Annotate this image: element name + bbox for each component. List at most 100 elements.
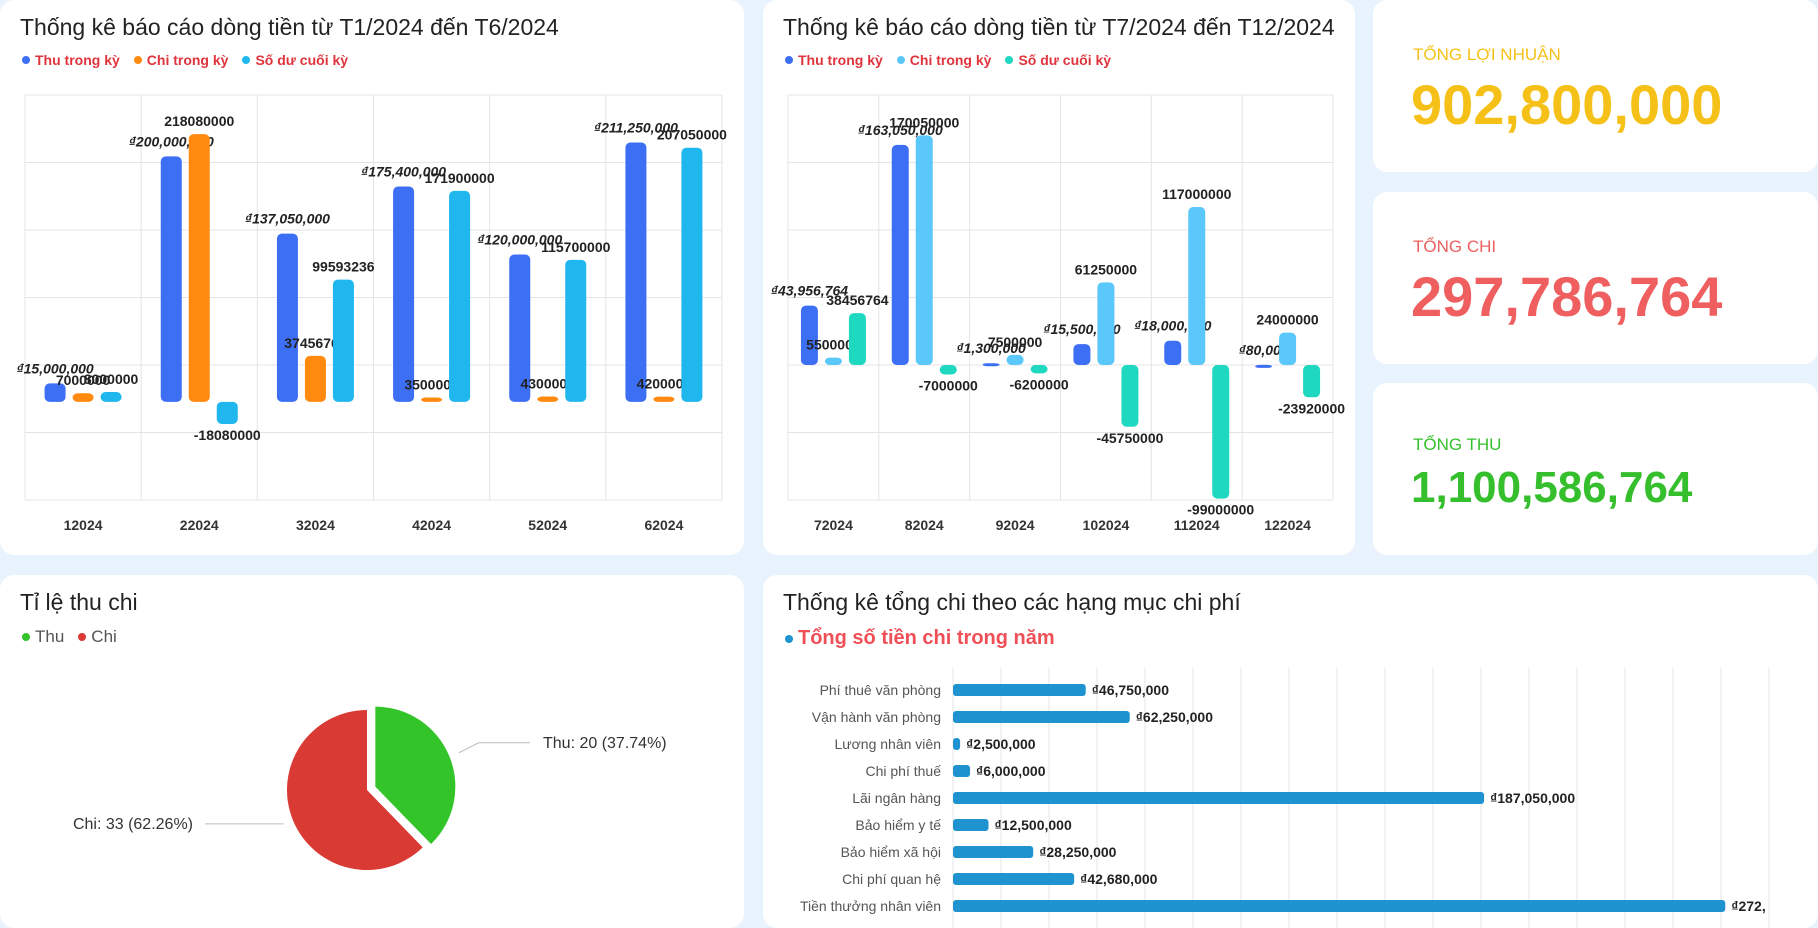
legend-dot: [78, 633, 87, 641]
bar: [625, 142, 647, 402]
y-tick-label: Bảo hiểm xã hội: [841, 844, 941, 860]
data-label: ₫175,400,000: [361, 164, 446, 180]
bar: [304, 355, 326, 402]
pie-plot: Thu: 20 (37.74%) Chi: 33 (62.26%): [73, 706, 667, 870]
bar: [953, 765, 971, 777]
chart-h1-title: Thống kê báo cáo dòng tiền từ T1/2024 đế…: [20, 14, 559, 40]
legend-label: Chi trong kỳ: [909, 52, 992, 68]
legend-dot: [785, 56, 793, 64]
bar: [891, 144, 909, 365]
y-tick-label: Tiền thưởng nhân viên: [800, 898, 941, 914]
bar: [653, 396, 675, 402]
legend-item[interactable]: Chi trong kỳ: [133, 52, 229, 68]
bar: [72, 393, 94, 402]
x-tick-label: 112024: [1174, 517, 1220, 533]
bar: [421, 397, 443, 402]
bar: [953, 900, 1726, 912]
data-label: 171900000: [425, 170, 495, 186]
legend-dot: [785, 634, 793, 643]
data-label: ₫137,050,000: [245, 211, 330, 227]
data-label: 37456764: [284, 335, 347, 351]
legend-label: Thu trong kỳ: [798, 52, 883, 68]
data-label: ₫2,500,000: [966, 736, 1036, 752]
legend-label: Thu trong kỳ: [35, 52, 120, 68]
data-label: ₫15,000,000: [16, 360, 93, 376]
x-tick-label: 72024: [814, 517, 853, 533]
legend-item[interactable]: Số dư cuối kỳ: [242, 52, 348, 68]
legend-label: Số dư cuối kỳ: [1018, 52, 1112, 68]
hbar-plot: Phí thuê văn phòng ₫46,750,000 Vận hành vă…: [800, 668, 1770, 928]
bar: [1006, 354, 1024, 365]
legend-item[interactable]: Thu trong kỳ: [22, 52, 120, 68]
bar: [188, 134, 210, 402]
data-label: ₫12,500,000: [994, 817, 1071, 833]
data-label: 218080000: [164, 113, 234, 129]
x-tick-label: 82024: [905, 517, 944, 533]
legend-item[interactable]: Thu: [22, 627, 64, 647]
legend-dot: [896, 56, 905, 64]
card-chart-h2: Thống kê báo cáo dòng tiền từ T7/2024 đế…: [763, 0, 1355, 555]
legend-item[interactable]: Chi: [78, 627, 117, 647]
bar: [953, 873, 1075, 885]
legend-label: Tổng số tiền chi trong năm: [798, 627, 1055, 649]
data-label: -7000000: [919, 377, 978, 393]
bar: [848, 313, 866, 365]
bar: [953, 819, 989, 831]
pie-label: Thu: 20 (37.74%): [543, 735, 667, 752]
data-label: ₫163,050,000: [858, 122, 943, 138]
legend-item[interactable]: Thu trong kỳ: [785, 52, 883, 68]
x-tick-label: 122024: [1264, 517, 1311, 533]
pie-label: Chi: 33 (62.26%): [73, 816, 193, 833]
y-tick-label: Lương nhân viên: [834, 736, 941, 752]
data-label: -18080000: [194, 427, 261, 443]
chart-h2-plot: 72024 ₫43,956,764 5500000 38456764 82024 ₫163…: [771, 94, 1345, 533]
data-label: -23920000: [1278, 400, 1345, 416]
hbar-title: Thống kê tổng chi theo các hạng mục chi …: [783, 589, 1241, 615]
bar: [1212, 365, 1230, 499]
bar: [915, 135, 933, 365]
legend-dot: [242, 56, 251, 64]
bar: [449, 190, 471, 402]
data-label: 24000000: [1256, 312, 1319, 328]
bar: [953, 711, 1130, 723]
kpi-chi-card: TỔNG CHI 297,786,764: [1373, 192, 1818, 364]
y-tick-label: Vận hành văn phòng: [812, 709, 941, 725]
card-expense-categories: Thống kê tổng chi theo các hạng mục chi …: [763, 575, 1818, 928]
y-tick-label: Phí thuê văn phòng: [820, 682, 941, 698]
bar: [1030, 365, 1048, 374]
kpi-profit-value: 902,800,000: [1411, 73, 1723, 136]
pie-title: Tỉ lệ thu chi: [20, 589, 138, 615]
data-label: 117000000: [1162, 186, 1232, 202]
x-tick-label: 92024: [996, 517, 1035, 533]
data-label: ₫42,680,000: [1080, 871, 1157, 887]
hbar-legend: Tổng số tiền chi trong năm: [785, 627, 1055, 650]
data-label: ₫187,050,000: [1490, 790, 1575, 806]
legend-label: Chi: [91, 627, 117, 646]
data-label: 38456764: [826, 292, 889, 308]
pie-leader-line: [458, 742, 530, 754]
kpi-thu-label: TỔNG THU: [1413, 435, 1502, 454]
data-label: -6200000: [1009, 376, 1068, 392]
y-tick-label: Chi phí quan hệ: [842, 871, 941, 887]
bar: [393, 186, 415, 402]
bar: [565, 259, 587, 402]
legend-label: Thu: [35, 627, 65, 646]
legend-label: Chi trong kỳ: [146, 52, 229, 68]
data-label: 8000000: [84, 371, 139, 387]
data-label: 5500000: [806, 337, 861, 353]
data-label: 115700000: [541, 239, 611, 255]
bar: [1279, 332, 1297, 365]
bar: [1188, 207, 1206, 365]
bar: [953, 846, 1034, 858]
data-label: ₫211,250,000: [594, 120, 678, 136]
pie-slice: [287, 710, 423, 870]
legend-item[interactable]: Số dư cuối kỳ: [1005, 52, 1111, 68]
bar: [1164, 340, 1182, 365]
x-tick-label: 62024: [644, 517, 683, 533]
data-label: 4300000: [520, 376, 575, 392]
legend-item[interactable]: Tổng số tiền chi trong năm: [785, 627, 1055, 650]
legend-item[interactable]: Chi trong kỳ: [896, 52, 992, 68]
chart-h2-legend: Thu trong kỳ Chi trong kỳ Số dư cuối kỳ: [785, 52, 1111, 68]
data-label: ₫43,956,764: [771, 283, 848, 299]
data-label: 3500000: [404, 377, 459, 393]
